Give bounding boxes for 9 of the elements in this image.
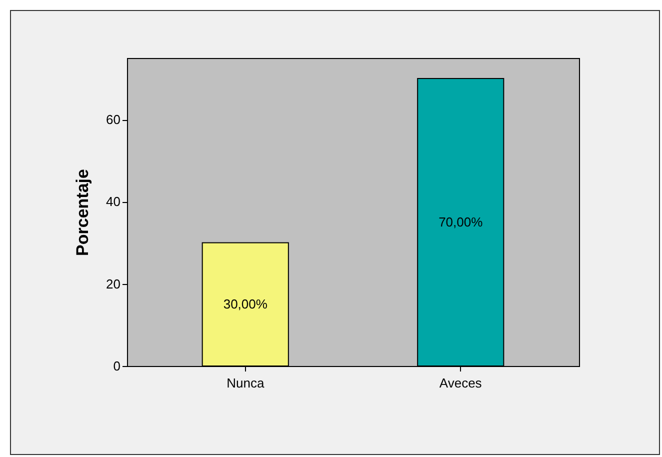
y-axis-title: Porcentaje [73,169,92,256]
x-tick-label: Aveces [439,376,482,390]
y-tick-label: 40 [106,194,120,210]
x-tick-label: Nunca [226,376,265,390]
y-tick-label: 0 [113,358,120,374]
y-tick-label: 60 [106,112,120,128]
y-tick-label: 20 [106,276,120,292]
data-label: 30,00% [223,296,268,312]
data-label: 70,00% [438,214,484,230]
